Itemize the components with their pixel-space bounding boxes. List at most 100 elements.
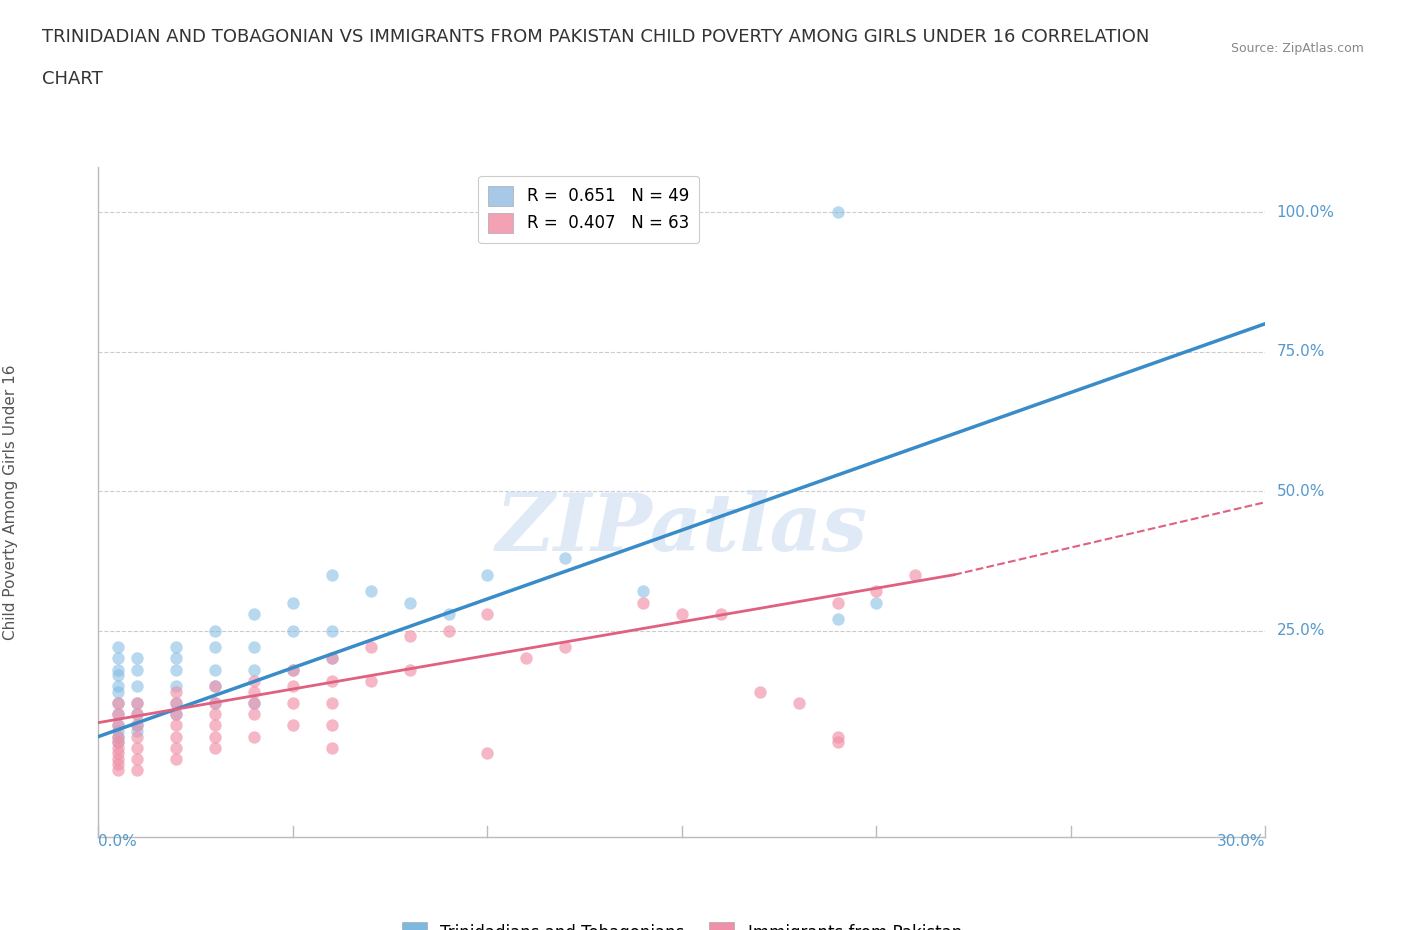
Text: 0.0%: 0.0% — [98, 834, 138, 849]
Point — [165, 729, 187, 744]
Point — [107, 729, 129, 744]
Point — [127, 696, 149, 711]
Point — [165, 651, 187, 666]
Point — [477, 567, 499, 582]
Point — [321, 623, 343, 638]
Point — [107, 651, 129, 666]
Point — [127, 679, 149, 694]
Point — [107, 763, 129, 777]
Point — [398, 595, 420, 610]
Point — [281, 662, 304, 677]
Point — [554, 640, 576, 655]
Text: 50.0%: 50.0% — [1277, 484, 1324, 498]
Point — [165, 707, 187, 722]
Point — [107, 735, 129, 750]
Point — [477, 606, 499, 621]
Point — [165, 662, 187, 677]
Point — [127, 696, 149, 711]
Point — [165, 740, 187, 755]
Point — [827, 729, 849, 744]
Point — [360, 673, 382, 688]
Point — [107, 707, 129, 722]
Point — [787, 696, 810, 711]
Point — [107, 729, 129, 744]
Point — [243, 684, 266, 699]
Text: TRINIDADIAN AND TOBAGONIAN VS IMMIGRANTS FROM PAKISTAN CHILD POVERTY AMONG GIRLS: TRINIDADIAN AND TOBAGONIAN VS IMMIGRANTS… — [42, 28, 1150, 46]
Point — [107, 718, 129, 733]
Point — [165, 640, 187, 655]
Point — [127, 718, 149, 733]
Point — [204, 662, 226, 677]
Point — [127, 707, 149, 722]
Point — [243, 729, 266, 744]
Point — [827, 735, 849, 750]
Point — [107, 696, 129, 711]
Point — [107, 740, 129, 755]
Point — [107, 718, 129, 733]
Text: ZIPatlas: ZIPatlas — [496, 490, 868, 567]
Text: Source: ZipAtlas.com: Source: ZipAtlas.com — [1230, 42, 1364, 55]
Point — [865, 584, 887, 599]
Point — [107, 662, 129, 677]
Point — [107, 668, 129, 683]
Point — [107, 735, 129, 750]
Point — [165, 707, 187, 722]
Point — [127, 740, 149, 755]
Point — [321, 740, 343, 755]
Point — [243, 673, 266, 688]
Point — [204, 679, 226, 694]
Point — [827, 205, 849, 219]
Point — [437, 606, 460, 621]
Text: 25.0%: 25.0% — [1277, 623, 1324, 638]
Point — [243, 662, 266, 677]
Point — [398, 662, 420, 677]
Point — [107, 684, 129, 699]
Point — [281, 595, 304, 610]
Point — [107, 640, 129, 655]
Point — [243, 696, 266, 711]
Point — [165, 679, 187, 694]
Text: 100.0%: 100.0% — [1277, 205, 1334, 219]
Point — [165, 684, 187, 699]
Point — [631, 584, 654, 599]
Point — [107, 724, 129, 738]
Point — [321, 567, 343, 582]
Point — [631, 595, 654, 610]
Point — [204, 729, 226, 744]
Point — [281, 679, 304, 694]
Point — [321, 651, 343, 666]
Point — [204, 707, 226, 722]
Point — [107, 746, 129, 761]
Text: Child Poverty Among Girls Under 16: Child Poverty Among Girls Under 16 — [3, 365, 18, 640]
Point — [554, 551, 576, 565]
Point — [865, 595, 887, 610]
Point — [107, 696, 129, 711]
Point — [127, 751, 149, 766]
Point — [127, 729, 149, 744]
Point — [710, 606, 733, 621]
Point — [165, 718, 187, 733]
Point — [165, 696, 187, 711]
Point — [360, 640, 382, 655]
Point — [204, 623, 226, 638]
Point — [321, 651, 343, 666]
Point — [204, 696, 226, 711]
Point — [281, 718, 304, 733]
Point — [477, 746, 499, 761]
Point — [360, 584, 382, 599]
Point — [904, 567, 927, 582]
Point — [204, 696, 226, 711]
Point — [165, 751, 187, 766]
Point — [127, 763, 149, 777]
Point — [827, 612, 849, 627]
Text: 75.0%: 75.0% — [1277, 344, 1324, 359]
Point — [515, 651, 537, 666]
Point — [243, 707, 266, 722]
Point — [107, 757, 129, 772]
Point — [321, 718, 343, 733]
Point — [107, 751, 129, 766]
Point — [204, 679, 226, 694]
Point — [127, 724, 149, 738]
Point — [204, 718, 226, 733]
Point — [127, 651, 149, 666]
